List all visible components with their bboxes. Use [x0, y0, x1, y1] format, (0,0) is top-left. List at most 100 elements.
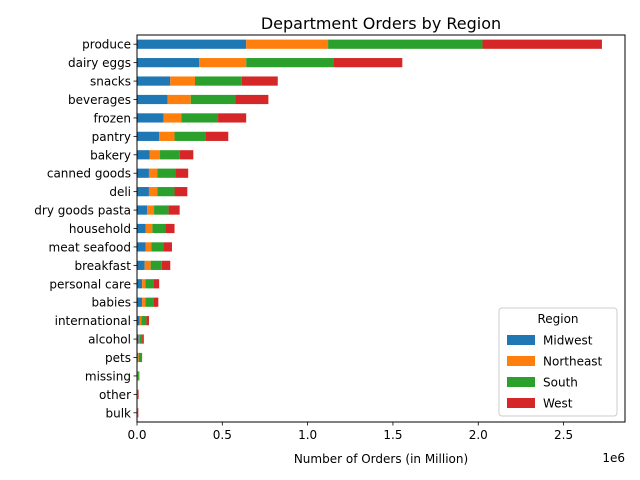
legend-title: Region	[537, 312, 578, 326]
bar-bakery-midwest	[137, 150, 150, 160]
y-tick-label: other	[99, 388, 131, 402]
y-tick-label: household	[69, 222, 131, 236]
y-tick-label: pantry	[92, 130, 131, 144]
bar-canned-goods-west	[175, 168, 189, 178]
bar-produce-south	[328, 39, 483, 49]
bar-dry-goods-pasta-west	[168, 205, 180, 215]
bar-dairy-eggs-midwest	[137, 58, 200, 68]
bar-snacks-midwest	[137, 76, 171, 86]
bar-breakfast-midwest	[137, 260, 145, 270]
bar-frozen-west	[218, 113, 247, 123]
bar-dry-goods-pasta-south	[154, 205, 169, 215]
bar-alcohol-northeast	[138, 334, 140, 344]
x-axis-offset-label: 1e6	[602, 451, 625, 465]
bar-deli-south	[157, 187, 175, 197]
bar-pantry-northeast	[159, 131, 175, 141]
bar-deli-midwest	[137, 187, 149, 197]
bar-international-northeast	[139, 316, 142, 326]
bar-pets-west	[141, 352, 143, 363]
bar-beverages-northeast	[167, 94, 191, 105]
bar-dairy-eggs-south	[246, 58, 334, 68]
bar-pantry-midwest	[137, 131, 160, 141]
y-tick-label: bakery	[90, 148, 131, 162]
bar-household-midwest	[137, 223, 146, 234]
bar-frozen-south	[181, 113, 219, 123]
legend-label-midwest: Midwest	[543, 334, 593, 348]
bar-missing-south	[138, 371, 140, 381]
legend-label-northeast: Northeast	[543, 355, 603, 369]
bar-frozen-northeast	[163, 113, 182, 123]
bar-snacks-northeast	[170, 76, 196, 86]
bar-produce-west	[482, 39, 602, 49]
bar-babies-northeast	[142, 297, 146, 307]
bar-personal-care-northeast	[142, 279, 146, 289]
bar-breakfast-northeast	[144, 260, 151, 270]
bar-pantry-south	[174, 131, 206, 141]
y-tick-label: dry goods pasta	[34, 204, 131, 218]
bar-canned-goods-northeast	[148, 168, 158, 178]
bar-alcohol-west	[142, 334, 144, 344]
legend-label-south: South	[543, 376, 578, 390]
x-axis: 0.0 0.5 1.0 1.5 2.0 2.5	[127, 422, 573, 442]
bar-bakery-west	[179, 150, 194, 160]
bar-beverages-west	[235, 94, 269, 105]
bar-personal-care-midwest	[137, 279, 143, 289]
bar-produce-midwest	[137, 39, 247, 49]
bar-household-west	[165, 223, 175, 234]
y-axis: produce dairy eggs snacks beverages frozen pa…	[34, 38, 137, 420]
y-tick-label: babies	[91, 296, 131, 310]
bar-deli-west	[174, 187, 188, 197]
y-tick-label: canned goods	[47, 167, 131, 181]
y-tick-label: produce	[82, 38, 131, 52]
bar-produce-northeast	[246, 39, 329, 49]
bar-dry-goods-pasta-midwest	[137, 205, 148, 215]
bar-other-south	[137, 389, 139, 399]
bar-household-northeast	[145, 223, 153, 234]
bar-frozen-midwest	[137, 113, 164, 123]
bar-personal-care-south	[145, 279, 154, 289]
legend-swatch-midwest	[507, 335, 535, 345]
bar-meat-seafood-northeast	[145, 242, 152, 252]
bar-babies-midwest	[137, 297, 143, 307]
x-tick-label: 2.0	[469, 428, 488, 442]
x-tick-label: 0.0	[127, 428, 146, 442]
legend-swatch-northeast	[507, 356, 535, 366]
y-tick-label: international	[55, 314, 131, 328]
y-tick-label: breakfast	[74, 259, 131, 273]
bar-pets-northeast	[137, 352, 139, 363]
plot-frame	[136, 34, 626, 423]
bar-bakery-northeast	[149, 150, 161, 160]
bar-meat-seafood-south	[151, 242, 164, 252]
bar-babies-west	[153, 297, 159, 307]
x-tick-label: 1.0	[298, 428, 317, 442]
bar-breakfast-west	[161, 260, 171, 270]
bar-bakery-south	[160, 150, 180, 160]
x-tick-label: 1.5	[383, 428, 402, 442]
bar-breakfast-south	[150, 260, 162, 270]
bar-snacks-west	[241, 76, 278, 86]
bar-babies-south	[145, 297, 154, 307]
y-tick-label: personal care	[49, 277, 131, 291]
bar-international-south	[141, 316, 147, 326]
chart-title: Department Orders by Region	[261, 14, 501, 33]
bar-household-south	[152, 223, 166, 234]
bar-beverages-south	[190, 94, 236, 105]
bar-alcohol-south	[139, 334, 143, 344]
legend-label-west: West	[543, 397, 573, 411]
bar-international-west	[146, 316, 149, 326]
y-tick-label: meat seafood	[49, 240, 131, 254]
y-tick-label: deli	[109, 185, 131, 199]
legend-swatch-west	[507, 398, 535, 408]
y-tick-label: pets	[105, 351, 131, 365]
bar-dairy-eggs-northeast	[199, 58, 247, 68]
y-tick-label: beverages	[68, 93, 131, 107]
x-tick-label: 2.5	[554, 428, 573, 442]
bar-canned-goods-south	[157, 168, 176, 178]
bar-alcohol-midwest	[137, 334, 139, 344]
legend: Region Midwest Northeast South West	[498, 307, 618, 417]
bar-pets-south	[138, 352, 142, 363]
bar-deli-northeast	[148, 187, 158, 197]
bar-canned-goods-midwest	[137, 168, 149, 178]
